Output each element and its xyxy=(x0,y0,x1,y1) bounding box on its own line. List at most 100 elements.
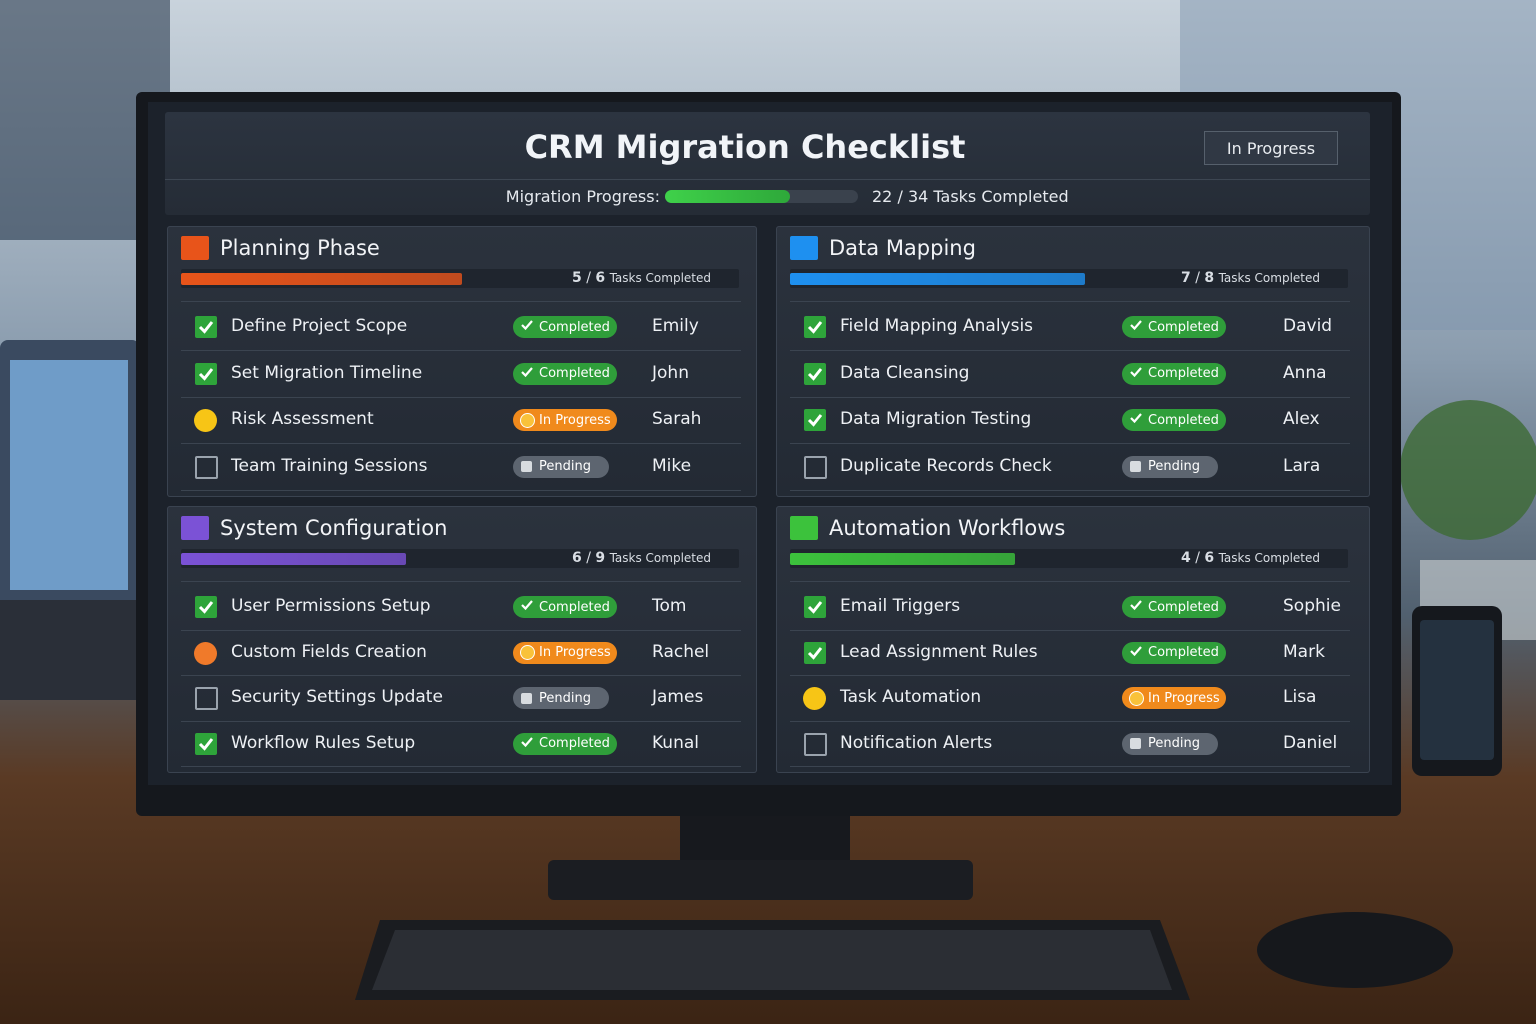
status-text: Pending xyxy=(1148,459,1200,474)
checkbox-checked[interactable] xyxy=(804,316,826,338)
task-row: Set Migration Timeline Completed John xyxy=(167,354,757,394)
row-divider xyxy=(181,350,741,352)
task-name: Workflow Rules Setup xyxy=(231,732,416,753)
task-name: Notification Alerts xyxy=(840,732,993,753)
section-progress-text: 5 / 6 Tasks Completed xyxy=(572,270,711,286)
task-row: User Permissions Setup Completed Tom xyxy=(167,587,757,627)
task-owner: Sarah xyxy=(652,409,702,429)
status-text: Completed xyxy=(1148,412,1219,428)
status-pill: Completed xyxy=(1122,316,1226,338)
task-owner: Anna xyxy=(1283,362,1327,383)
task-row: Custom Fields Creation In Progress Rachel xyxy=(167,633,757,673)
total-count: 34 xyxy=(907,187,929,206)
row-divider xyxy=(790,489,1350,491)
status-pill: In Progress xyxy=(1122,687,1226,709)
row-divider xyxy=(181,675,741,677)
task-name: Security Settings Update xyxy=(231,687,443,707)
total-count: 6 xyxy=(1204,550,1215,566)
pill-icon xyxy=(521,413,534,427)
status-text: Completed xyxy=(539,736,610,751)
pill-icon xyxy=(1130,319,1142,335)
pill-icon xyxy=(1130,599,1142,615)
section-progress-track: 4 / 6 Tasks Completed xyxy=(790,549,1348,568)
pill-icon xyxy=(1130,366,1142,382)
task-name: Risk Assessment xyxy=(231,409,374,429)
checkbox-empty[interactable] xyxy=(804,732,827,756)
status-dot xyxy=(194,641,217,665)
status-pill: Completed xyxy=(513,596,617,618)
pill-icon xyxy=(1130,691,1143,705)
checkbox-checked[interactable] xyxy=(804,596,826,618)
row-divider xyxy=(181,396,741,398)
task-row: Risk Assessment In Progress Sarah xyxy=(167,400,757,440)
checkbox-empty[interactable] xyxy=(195,455,218,479)
section-progress-track: 6 / 9 Tasks Completed xyxy=(181,549,739,568)
task-name: User Permissions Setup xyxy=(231,596,431,616)
checkbox-empty[interactable] xyxy=(804,455,827,479)
task-owner: Lara xyxy=(1283,455,1321,476)
status-text: Pending xyxy=(1148,736,1200,751)
pill-icon xyxy=(521,599,533,615)
task-owner: Lisa xyxy=(1283,687,1317,707)
section-icon xyxy=(790,236,818,260)
checkbox-checked[interactable] xyxy=(195,596,217,618)
task-owner: Emily xyxy=(652,316,699,336)
pill-icon xyxy=(521,646,534,659)
task-owner: Rachel xyxy=(652,641,710,662)
section-title: System Configuration xyxy=(220,516,448,540)
checkbox-checked[interactable] xyxy=(804,362,826,385)
task-name: Lead Assignment Rules xyxy=(840,641,1038,662)
status-text: Completed xyxy=(539,599,610,615)
page-title: CRM Migration Checklist xyxy=(524,128,966,166)
separator: / xyxy=(586,270,591,286)
divider xyxy=(181,581,741,582)
section-progress-bar xyxy=(181,273,462,285)
checkbox-checked[interactable] xyxy=(195,316,217,338)
pill-icon xyxy=(1130,738,1141,749)
pill-icon xyxy=(521,736,533,752)
status-text: In Progress xyxy=(539,412,611,428)
status-badge[interactable]: In Progress xyxy=(1204,131,1338,165)
task-owner: Kunal xyxy=(652,732,699,753)
divider xyxy=(165,179,1370,180)
status-pill: Completed xyxy=(1122,362,1226,385)
task-row: Notification Alerts Pending Daniel xyxy=(776,724,1370,764)
divider xyxy=(790,301,1350,302)
status-text: Completed xyxy=(539,319,610,335)
progress-unit: Tasks Completed xyxy=(1218,551,1320,565)
task-row: Field Mapping Analysis Completed David xyxy=(776,307,1370,347)
section-title: Data Mapping xyxy=(829,236,976,260)
status-text: Completed xyxy=(1148,599,1219,615)
section-progress-text: 7 / 8 Tasks Completed xyxy=(1181,270,1320,286)
checkbox-checked[interactable] xyxy=(804,641,826,664)
checkbox-checked[interactable] xyxy=(804,409,826,431)
status-text: Pending xyxy=(539,459,591,474)
task-name: Field Mapping Analysis xyxy=(840,316,1034,336)
task-owner: Tom xyxy=(652,596,687,616)
completed-count: 4 xyxy=(1181,550,1191,566)
status-pill: Completed xyxy=(513,732,617,755)
separator: / xyxy=(897,187,903,206)
row-divider xyxy=(790,766,1350,768)
section-panel: Planning Phase 5 / 6 Tasks Completed Defin… xyxy=(167,226,757,497)
status-text: In Progress xyxy=(1148,690,1220,706)
status-pill: Completed xyxy=(513,316,617,338)
checkbox-empty[interactable] xyxy=(195,687,218,710)
progress-text: 22 / 34 Tasks Completed xyxy=(872,187,1069,206)
task-name: Task Automation xyxy=(840,687,982,707)
section-icon xyxy=(181,236,209,260)
section-progress-track: 7 / 8 Tasks Completed xyxy=(790,269,1348,288)
task-owner: Alex xyxy=(1283,409,1320,429)
checkbox-checked[interactable] xyxy=(195,732,217,755)
completed-count: 7 xyxy=(1181,270,1191,286)
checkbox-checked[interactable] xyxy=(195,362,217,385)
pill-icon xyxy=(1130,461,1141,472)
task-row: Duplicate Records Check Pending Lara xyxy=(776,447,1370,487)
section-panel: Data Mapping 7 / 8 Tasks Completed Field M… xyxy=(776,226,1370,497)
task-name: Duplicate Records Check xyxy=(840,455,1052,476)
row-divider xyxy=(181,629,741,631)
pill-icon xyxy=(521,366,533,382)
section-icon xyxy=(790,516,818,540)
status-dot xyxy=(194,409,217,432)
task-row: Lead Assignment Rules Completed Mark xyxy=(776,633,1370,673)
